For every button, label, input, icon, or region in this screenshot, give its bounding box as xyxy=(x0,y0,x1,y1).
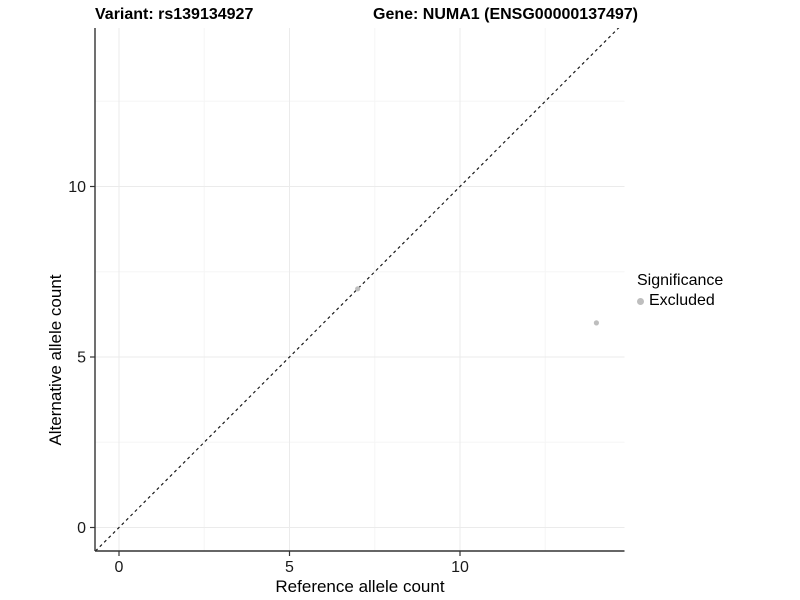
data-point xyxy=(355,286,361,292)
legend-title: Significance xyxy=(637,272,724,289)
excluded-point-icon xyxy=(637,297,644,305)
x-axis-title: Reference allele count xyxy=(275,577,445,596)
variant-title: Variant: rs139134927 xyxy=(95,6,254,23)
axis-ticks xyxy=(90,185,461,556)
legend-item-label: Excluded xyxy=(649,292,715,309)
data-point xyxy=(593,320,600,326)
y-tick-label: 5 xyxy=(77,350,86,367)
legend: Significance Excluded xyxy=(637,271,723,310)
x-tick-label: 10 xyxy=(451,559,469,576)
axis-tick-labels: 0 5 10 0 5 10 xyxy=(68,179,469,576)
y-tick-label: 0 xyxy=(77,520,86,537)
gene-title: Gene: NUMA1 (ENSG00000137497) xyxy=(373,6,639,23)
grid-minor xyxy=(95,28,625,551)
identity-line xyxy=(95,28,620,551)
x-tick-label: 5 xyxy=(285,559,294,576)
y-axis-title: Alternative allele count xyxy=(46,274,65,446)
legend-item-excluded: Excluded xyxy=(637,292,723,310)
x-tick-label: 0 xyxy=(115,559,124,576)
grid-major xyxy=(95,28,625,551)
series-excluded xyxy=(355,286,600,326)
y-tick-label: 10 xyxy=(68,179,86,196)
